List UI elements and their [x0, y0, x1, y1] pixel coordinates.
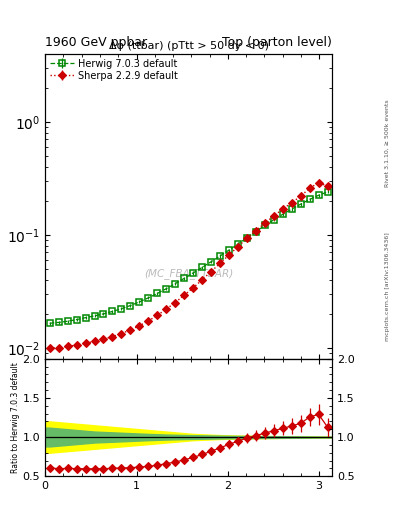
Text: mcplots.cern.ch [arXiv:1306.3436]: mcplots.cern.ch [arXiv:1306.3436]	[385, 232, 389, 341]
Legend: Herwig 7.0.3 default, Sherpa 2.2.9 default: Herwig 7.0.3 default, Sherpa 2.2.9 defau…	[48, 57, 180, 83]
Y-axis label: Ratio to Herwig 7.0.3 default: Ratio to Herwig 7.0.3 default	[11, 362, 20, 473]
Text: Δφ (ttbar) (pTtt > 50 dy < 0): Δφ (ttbar) (pTtt > 50 dy < 0)	[108, 41, 269, 51]
Text: Rivet 3.1.10, ≥ 500k events: Rivet 3.1.10, ≥ 500k events	[385, 99, 389, 187]
Text: (MC_FBA_TTBAR): (MC_FBA_TTBAR)	[144, 268, 233, 279]
Text: Top (parton level): Top (parton level)	[222, 36, 332, 49]
Text: 1960 GeV ppbar: 1960 GeV ppbar	[45, 36, 147, 49]
